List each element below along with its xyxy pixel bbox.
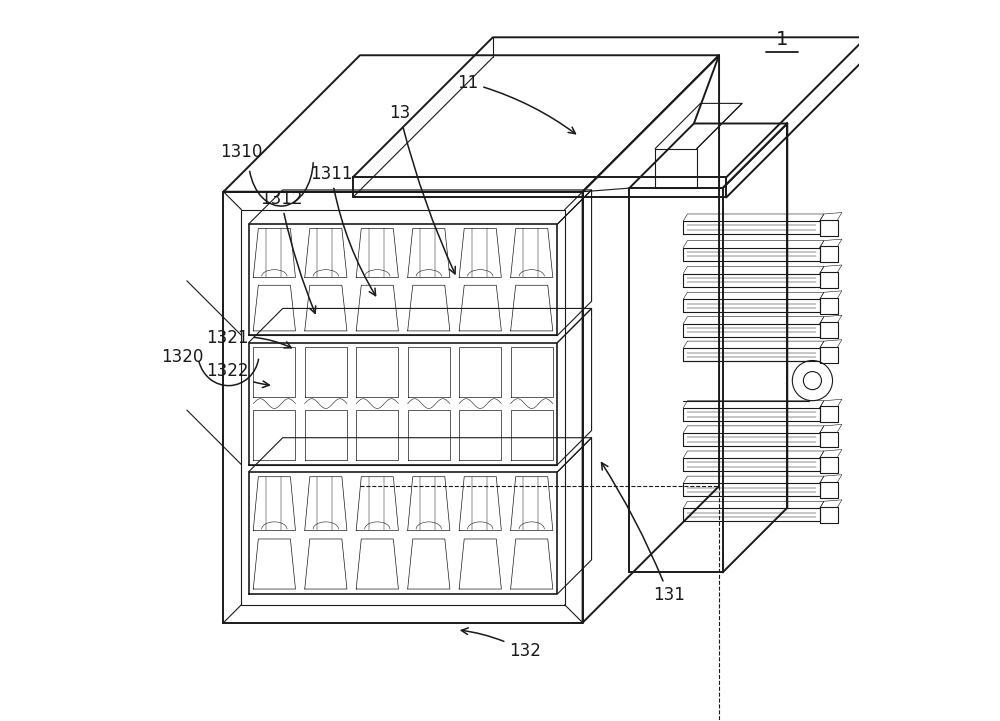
Text: 13: 13 — [389, 104, 455, 274]
Text: 132: 132 — [461, 628, 541, 660]
Text: 1: 1 — [776, 30, 788, 49]
Text: 1310: 1310 — [220, 143, 263, 162]
Text: 131: 131 — [602, 463, 685, 604]
Text: 1320: 1320 — [161, 348, 203, 366]
Text: 1311: 1311 — [310, 165, 376, 296]
Text: 11: 11 — [457, 74, 575, 133]
Text: 1321: 1321 — [206, 329, 291, 348]
Text: 1312: 1312 — [260, 190, 316, 313]
Text: 1322: 1322 — [206, 362, 269, 388]
